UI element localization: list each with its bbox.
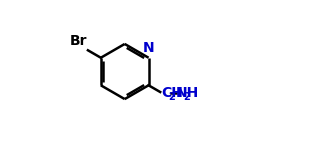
Text: CH: CH: [161, 87, 183, 100]
Text: NH: NH: [176, 87, 199, 100]
Text: 2: 2: [184, 92, 190, 102]
Text: 2: 2: [168, 92, 175, 102]
Text: N: N: [143, 41, 154, 55]
Text: Br: Br: [70, 34, 87, 48]
